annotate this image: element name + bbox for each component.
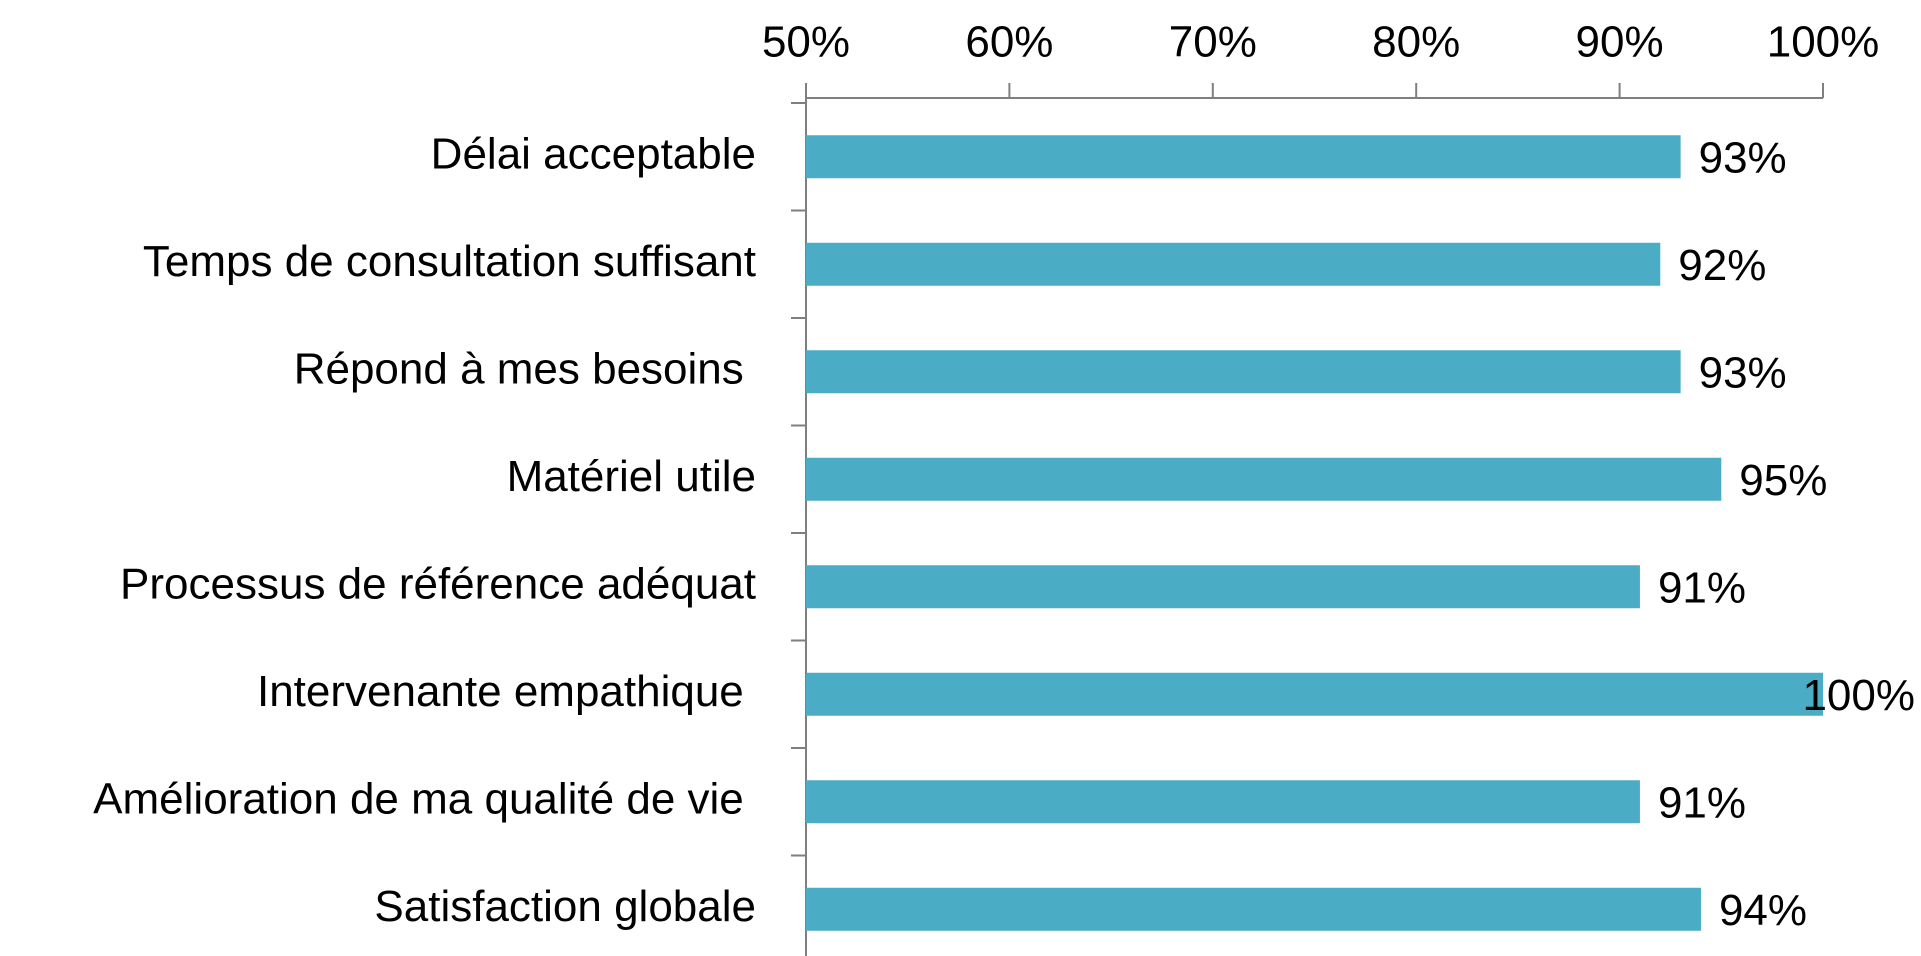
category-label: Matériel utile (507, 452, 756, 501)
category-label: Intervenante empathique (257, 667, 756, 716)
category-label: Amélioration de ma qualité de vie (93, 774, 756, 823)
bar (806, 565, 1640, 609)
data-label: 93% (1699, 133, 1787, 182)
bar (806, 887, 1701, 931)
data-label: 100% (1802, 671, 1915, 720)
data-label: 91% (1658, 778, 1746, 827)
data-label: 92% (1678, 241, 1766, 290)
data-label: 95% (1739, 456, 1827, 505)
category-label: Processus de référence adéquat (120, 559, 756, 608)
category-label: Temps de consultation suffisant (143, 237, 756, 286)
bar (806, 350, 1681, 394)
bar (806, 242, 1661, 286)
x-tick-label: 100% (1767, 18, 1880, 67)
category-label: Délai acceptable (431, 129, 756, 178)
x-tick-label: 90% (1576, 18, 1664, 67)
bar (806, 135, 1681, 179)
bar (806, 457, 1722, 501)
x-tick-label: 50% (762, 18, 850, 67)
x-tick-label: 80% (1372, 18, 1460, 67)
x-tick-label: 70% (1169, 18, 1257, 67)
category-label: Répond à mes besoins (294, 344, 756, 393)
bar (806, 672, 1823, 716)
data-label: 93% (1699, 348, 1787, 397)
x-tick-label: 60% (965, 18, 1053, 67)
data-label: 91% (1658, 563, 1746, 612)
category-label: Satisfaction globale (374, 882, 756, 931)
bar (806, 780, 1640, 824)
data-label: 94% (1719, 886, 1807, 935)
